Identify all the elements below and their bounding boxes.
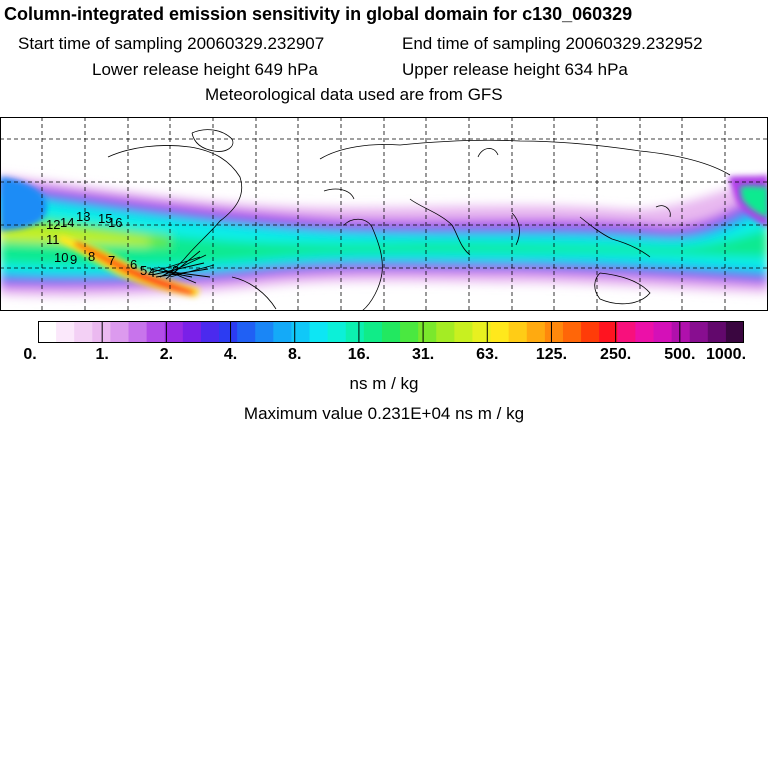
traj-label-7: 7 — [108, 253, 115, 268]
colorbar-swatch — [508, 321, 528, 343]
colorbar-swatch — [599, 321, 618, 343]
traj-label-8: 8 — [88, 249, 95, 264]
colorbar-tick-label: 4. — [223, 346, 238, 363]
colorbar-swatch — [671, 321, 691, 343]
colorbar-tick-labels: 0. 1. 2. 4. 8. 16. 31. 63. 125. 250. 500. 1000. — [0, 346, 768, 366]
colorbar-swatch — [38, 321, 57, 343]
colorbar-tick-label: 16. — [347, 346, 371, 363]
traj-label-5: 5 — [140, 263, 147, 278]
colorbar-tick-label: 500. — [664, 346, 696, 363]
colorbar-swatch — [255, 321, 274, 343]
colorbar-swatch — [472, 321, 492, 343]
colorbar-swatch — [92, 321, 111, 343]
colorbar-units: ns m / kg — [349, 374, 419, 393]
traj-label-11: 11 — [46, 232, 60, 247]
colorbar-swatch — [74, 321, 93, 343]
colorbar-swatch — [490, 321, 510, 343]
colorbar-tick-label: 63. — [476, 346, 499, 363]
colorbar — [38, 321, 744, 343]
maximum-value: Maximum value 0.231E+04 ns m / kg — [243, 404, 525, 423]
colorbar-swatch — [581, 321, 600, 343]
colorbar-swatch — [689, 321, 709, 343]
met-data-source: Meteorological data used are from GFS — [205, 85, 503, 104]
colorbar-swatch — [400, 321, 419, 343]
colorbar-swatch — [56, 321, 75, 343]
colorbar-tick-label: 0. — [23, 346, 37, 363]
colorbar-tick-label: 1000. — [705, 346, 747, 363]
colorbar-tick-label: 1. — [95, 346, 109, 363]
trajectory-track — [149, 250, 215, 284]
traj-label-9: 9 — [70, 252, 77, 267]
colorbar-swatch — [436, 321, 455, 343]
colorbar-tick-label: 8. — [288, 346, 302, 363]
colorbar-swatch — [182, 321, 202, 343]
colorbar-swatch — [562, 321, 582, 343]
plot-title: Column-integrated emission sensitivity i… — [4, 4, 633, 24]
colorbar-swatch — [110, 321, 130, 343]
traj-label-14: 14 — [60, 215, 74, 230]
colorbar-swatch — [146, 321, 166, 343]
lat-lon-grid — [0, 117, 768, 311]
colorbar-swatch — [363, 321, 383, 343]
traj-label-2: 2 — [172, 263, 179, 278]
colorbar-swatch — [544, 321, 564, 343]
colorbar-swatch — [219, 321, 238, 343]
sampling-end: End time of sampling 20060329.232952 — [402, 34, 703, 53]
colorbar-swatch — [526, 321, 546, 343]
colorbar-swatch — [345, 321, 365, 343]
colorbar-tick-label: 31. — [411, 346, 435, 363]
traj-label-6: 6 — [130, 257, 137, 272]
colorbar-swatch — [164, 321, 184, 343]
traj-label-16: 16 — [108, 215, 122, 230]
colorbar-swatch — [291, 321, 311, 343]
colorbar-swatch — [381, 321, 401, 343]
colorbar-swatch — [273, 321, 292, 343]
traj-label-10: 10 — [54, 250, 68, 265]
colorbar-swatch — [635, 321, 654, 343]
colorbar-swatch — [725, 321, 744, 343]
traj-label-12: 12 — [46, 217, 60, 232]
colorbar-swatch — [454, 321, 473, 343]
sensitivity-map: 10 9 8 7 6 5 4 11 12 14 13 15 16 2 — [0, 117, 768, 311]
colorbar-swatch — [617, 321, 636, 343]
colorbar-swatch — [707, 321, 727, 343]
colorbar-swatch — [309, 321, 329, 343]
colorbar-tick-label: 2. — [159, 346, 174, 363]
release-lower: Lower release height 649 hPa — [92, 60, 318, 79]
traj-label-13: 13 — [76, 209, 90, 224]
colorbar-swatch — [200, 321, 220, 343]
colorbar-tick-label: 125. — [535, 346, 568, 363]
colorbar-tick-label: 250. — [600, 346, 632, 363]
colorbar-swatch — [237, 321, 256, 343]
traj-label-4: 4 — [148, 265, 155, 280]
colorbar-swatch — [128, 321, 148, 343]
colorbar-frame — [38, 321, 744, 343]
colorbar-swatch — [327, 321, 347, 343]
colorbar-swatch — [418, 321, 437, 343]
traj-label-15: 15 — [98, 211, 112, 226]
sampling-start: Start time of sampling 20060329.232907 — [18, 34, 325, 53]
release-upper: Upper release height 634 hPa — [402, 60, 628, 79]
colorbar-swatch — [653, 321, 673, 343]
